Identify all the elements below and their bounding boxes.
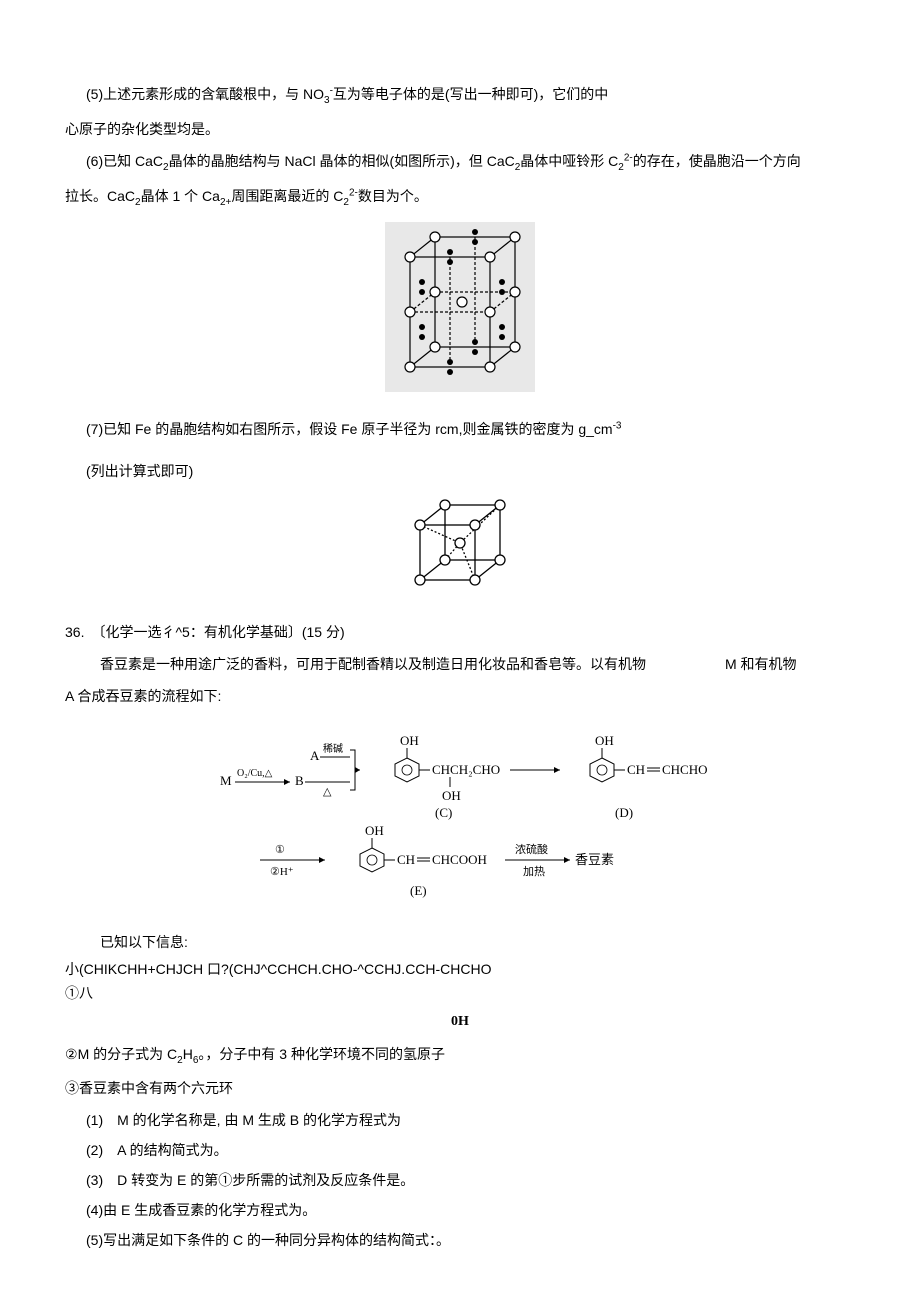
q6-m5: 晶体 1 个 — [141, 188, 202, 204]
q6-line2: 拉长。CaC2晶体 1 个 Ca2+周围距离最近的 C22-数目为个。 — [65, 182, 855, 213]
svg-text:(E): (E) — [410, 883, 427, 898]
q6-m3: 晶体中哑铃形 — [520, 153, 608, 169]
q36-sub1: (1) M 的化学名称是, 由 M 生成 B 的化学方程式为 — [65, 1106, 855, 1134]
q36-intro2: A 合成吞豆素的流程如下: — [65, 682, 855, 710]
svg-text:A: A — [310, 748, 320, 763]
q36-intro-row: 香豆素是一种用途广泛的香料，可用于配制香精以及制造日用化妆品和香皂等。以有机物 … — [65, 650, 855, 682]
q6-f1: CaC — [135, 153, 163, 169]
q7-line2: (列出计算式即可) — [65, 457, 855, 485]
svg-text:香豆素: 香豆素 — [575, 852, 614, 867]
i2-m: M — [78, 1046, 90, 1062]
q6-f4: C — [608, 153, 618, 169]
q6-m2: 晶体的相似(如图所示)，但 — [316, 153, 487, 169]
crystal-structure-cac2 — [65, 222, 855, 401]
q36-header: 36. 〔化学一选彳^5：有机化学基础〕(15 分) — [65, 618, 855, 646]
i2-d: 的分子式为 — [89, 1046, 167, 1062]
q6-f6s: 2+ — [220, 196, 231, 207]
q7-rcm: rcm, — [435, 421, 462, 437]
q7-p1: (7)已知 — [86, 421, 135, 437]
q6-m1: 晶体的晶胞结构与 — [169, 153, 285, 169]
q6-l2p: 拉长。 — [65, 188, 107, 204]
q6-f7p: 2- — [349, 187, 358, 198]
svg-text:B: B — [295, 773, 304, 788]
svg-text:M: M — [220, 773, 232, 788]
q6-t1: (6)已知 — [86, 153, 135, 169]
q6-l2e: 数目为个。 — [358, 188, 428, 204]
q36-known: 已知以下信息: — [65, 928, 855, 956]
q7-u: g_cm — [578, 421, 612, 437]
crystal-structure-fe — [65, 495, 855, 604]
q5-sub: 3 — [324, 95, 330, 106]
svg-text:(D): (D) — [615, 805, 633, 820]
q36-sub2: (2) A 的结构简式为。 — [65, 1136, 855, 1164]
q6-f4s: 2 — [618, 162, 624, 173]
q36-info2: ②M 的分子式为 C2H6。，分子中有 3 种化学环境不同的氢原子 — [65, 1040, 855, 1071]
q5-text-pre: (5)上述元素形成的含氧酸根中，与 — [86, 86, 303, 102]
q6-f3: CaC — [487, 153, 515, 169]
q6-line1: (6)已知 CaC 2 晶体的晶胞结构与 NaCl 晶体的相似(如图所示)，但 Ca… — [65, 147, 855, 178]
q6-m6: 周围距离最近的 — [231, 188, 333, 204]
svg-text:CHCOOH: CHCOOH — [432, 852, 487, 867]
q5-line2: 心原子的杂化类型均是。 — [65, 115, 855, 143]
svg-text:OH: OH — [442, 788, 461, 803]
q36-info3: ③香豆素中含有两个六元环 — [65, 1074, 855, 1102]
svg-text:OH: OH — [400, 733, 419, 748]
svg-text:加热: 加热 — [523, 865, 545, 878]
q36-sub3: (3) D 转变为 E 的第①步所需的试剂及反应条件是。 — [65, 1166, 855, 1194]
svg-text:CHCHO: CHCHO — [662, 762, 708, 777]
svg-text:O₂/Cu,△: O₂/Cu,△ — [237, 768, 273, 779]
q7-fe2: Fe — [341, 421, 357, 437]
svg-text:(C): (C) — [435, 805, 452, 820]
q5-line1: (5)上述元素形成的含氧酸根中，与 NO3-互为等电子体的是(写出一种即可)，它… — [65, 80, 855, 111]
svg-text:OH: OH — [365, 823, 384, 838]
q36-0h: 0H — [65, 1008, 855, 1036]
svg-text:CHCH₂CHO: CHCH₂CHO — [432, 762, 500, 777]
q5-text-post: 互为等电子体的是(写出一种即可)，它们的中 — [333, 86, 608, 102]
q6-f5: CaC — [107, 188, 135, 204]
svg-text:②H⁺: ②H⁺ — [270, 866, 294, 878]
q7-m2: 原子半径为 — [357, 421, 435, 437]
q36-info1-line2: ①八 — [65, 984, 855, 1004]
i2-e: 。，分子中有 3 种化学环境不同的氢原子 — [198, 1046, 445, 1062]
q7-fe1: Fe — [135, 421, 151, 437]
q6-f2: NaCl — [284, 153, 315, 169]
q6-f7: C — [333, 188, 343, 204]
q6-f7s: 2 — [343, 196, 349, 207]
q7-m1: 的晶胞结构如右图所示，假设 — [151, 421, 341, 437]
q5-formula: NO — [303, 86, 324, 102]
q36-info1-line1: 小(CHIKCHH+CHJCH 口?(CHJ^CCHCH.CHO-^CCHJ.C… — [65, 960, 855, 980]
i2-c: C — [167, 1046, 177, 1062]
svg-text:浓硫酸: 浓硫酸 — [515, 842, 548, 856]
svg-text:CH: CH — [627, 762, 645, 777]
q36-sub4: (4)由 E 生成香豆素的化学方程式为。 — [65, 1196, 855, 1224]
q36-intro-main: 香豆素是一种用途广泛的香料，可用于配制香精以及制造日用化妆品和香皂等。以有机物 — [65, 650, 725, 678]
i2-h: H — [183, 1046, 193, 1062]
svg-text:CH: CH — [397, 852, 415, 867]
svg-text:△: △ — [323, 786, 332, 798]
q6-f4p: 2- — [624, 152, 633, 163]
q6-f6: Ca — [202, 188, 220, 204]
svg-text:稀碱: 稀碱 — [323, 742, 343, 755]
q7-p2: 则金属铁的密度为 — [462, 421, 578, 437]
q6-m4: 的存在，使晶胞沿一个方向 — [633, 153, 801, 169]
q36-intro-right: M 和有机物 — [725, 650, 855, 678]
q7-us: -3 — [613, 421, 622, 432]
q7-line1: (7)已知 Fe 的晶胞结构如右图所示，假设 Fe 原子半径为 rcm,则金属铁… — [65, 415, 855, 443]
svg-text:①: ① — [275, 844, 285, 856]
svg-text:OH: OH — [595, 733, 614, 748]
reaction-scheme: M O₂/Cu,△ B A 稀碱 △ OH CHCH₂CHO — [65, 720, 855, 914]
q36-sub5: (5)写出满足如下条件的 C 的一种同分异构体的结构简式：。 — [65, 1226, 855, 1254]
i2-p: ② — [65, 1046, 78, 1062]
